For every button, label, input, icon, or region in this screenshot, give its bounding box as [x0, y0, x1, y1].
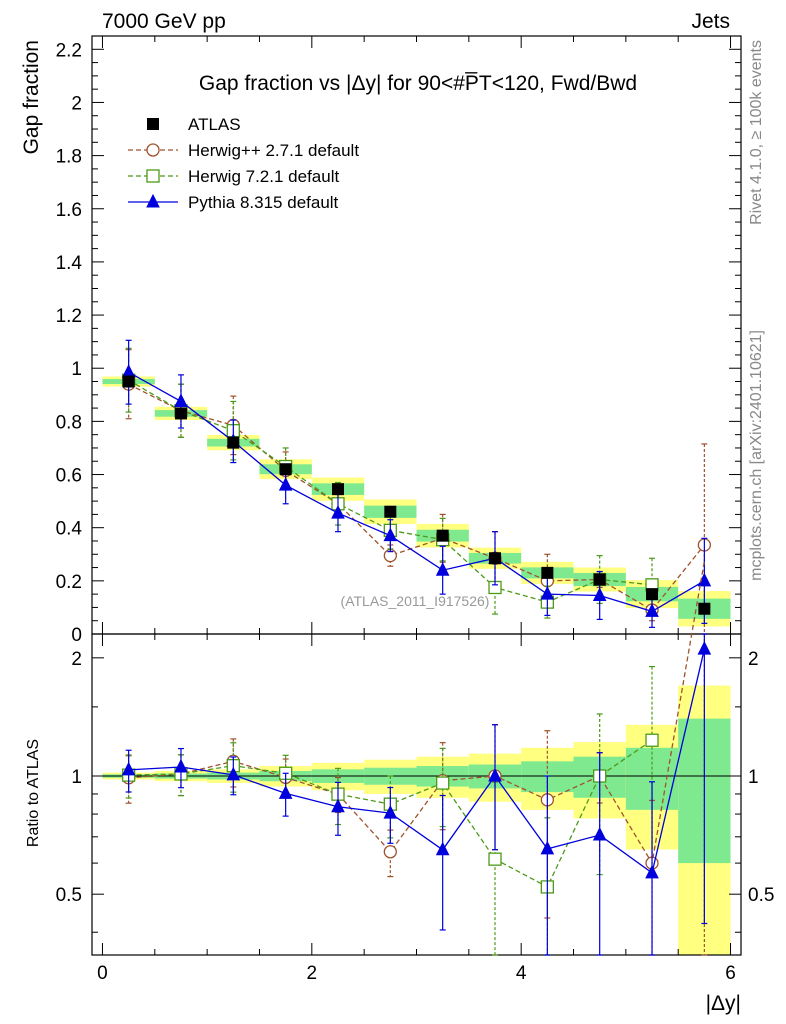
y-tick-label: 1.8 — [56, 147, 82, 168]
ratio-error — [492, 724, 499, 851]
series-point — [331, 504, 345, 519]
ratio-tick-label-right: 1 — [748, 767, 759, 788]
ratio-point — [436, 776, 450, 790]
x-tick-label: 4 — [516, 963, 527, 984]
header-left: 7000 GeV pp — [102, 10, 226, 33]
series-line-0 — [128, 383, 705, 611]
ratio-point — [540, 840, 555, 855]
ratio-point — [488, 852, 502, 866]
ratio-tick-label-right: 0.5 — [748, 885, 774, 906]
x-tick-label: 0 — [97, 963, 108, 984]
series-line-2 — [128, 371, 705, 613]
data-points — [122, 375, 711, 615]
atlas-point — [174, 407, 187, 420]
legend: ATLAS Herwig++ 2.7.1 default Herwig 7.2.1 … — [128, 115, 359, 212]
watermark: (ATLAS_2011_I917526) — [341, 593, 490, 609]
ratio-error — [439, 794, 446, 931]
series-point — [697, 572, 712, 587]
x-tick-label: 6 — [725, 963, 736, 984]
series-point — [174, 393, 188, 407]
legend-label: Herwig++ 2.7.1 default — [188, 141, 359, 160]
series-point — [645, 603, 659, 617]
legend-label: Herwig 7.2.1 default — [188, 167, 339, 186]
ratio-tick-label-left: 2 — [71, 649, 82, 670]
ratio-point — [121, 761, 136, 776]
y-tick-label: 1.6 — [56, 200, 82, 221]
legend-label: ATLAS — [188, 115, 241, 134]
y-tick-label: 0.2 — [56, 572, 82, 593]
ratio-point — [697, 640, 712, 655]
ratio-point — [645, 733, 659, 747]
ratio-bands — [92, 685, 741, 955]
ratio-ticks: 0.5 0.5 1 1 2 2 0 2 4 6 — [56, 634, 774, 984]
series-point — [383, 527, 398, 542]
ratio-point — [645, 864, 659, 879]
y-tick-label: 2 — [71, 93, 82, 114]
ratio-tick-label-left: 0.5 — [56, 885, 82, 906]
ratio-point — [488, 767, 502, 782]
chart-title: Gap fraction vs |Δy| for 90<#P̅T<120, Fw… — [199, 72, 637, 95]
atlas-point — [331, 483, 344, 496]
atlas-point — [227, 436, 240, 449]
header-right: Jets — [691, 10, 730, 33]
ratio-point — [435, 841, 450, 856]
y-tick-label: 0.4 — [56, 519, 83, 540]
ratio-tick-label-right: 2 — [748, 649, 759, 670]
ratio-line-2 — [128, 648, 705, 874]
legend-marker — [146, 169, 160, 183]
ratio-tick-label-left: 1 — [71, 767, 82, 788]
atlas-point — [122, 375, 135, 388]
series-point — [540, 586, 555, 600]
legend-marker — [146, 193, 160, 208]
y-tick-label: 2.2 — [56, 40, 82, 61]
legend-marker — [147, 118, 159, 130]
ratio-point — [331, 798, 345, 813]
mcplots-label: mcplots.cern.ch [arXiv:2401.10621] — [748, 330, 765, 581]
atlas-point — [384, 505, 397, 518]
series-point — [121, 364, 136, 378]
y-tick-label: 1.2 — [56, 306, 82, 327]
ratio-axis-label: Ratio to ATLAS — [25, 739, 42, 847]
atlas-point — [646, 588, 659, 601]
ratio-series — [121, 561, 712, 956]
atlas-point — [541, 566, 554, 579]
ratio-point — [383, 805, 398, 819]
series-point — [278, 477, 293, 491]
legend-label: Pythia 8.315 default — [188, 193, 339, 212]
rivet-label: Rivet 4.1.0, ≥ 100k events — [748, 40, 765, 225]
ratio-line-0 — [128, 561, 706, 865]
y-axis-label: Gap fraction — [20, 40, 43, 154]
x-tick-label: 2 — [307, 963, 318, 984]
y-tick-label: 1 — [71, 359, 82, 380]
ratio-error — [596, 752, 603, 956]
ratio-point — [174, 758, 188, 773]
ratio-point — [383, 845, 397, 859]
atlas-point — [593, 573, 606, 586]
main-ticks: 0 0.2 0.4 0.6 0.8 1 1.2 1.4 1.6 1.8 2 2.2 — [56, 36, 741, 646]
atlas-point — [489, 552, 502, 565]
ratio-point — [226, 766, 241, 781]
y-tick-label: 0.6 — [56, 466, 82, 487]
y-tick-label: 0.8 — [56, 412, 82, 433]
ratio-error — [544, 775, 551, 956]
ratio-point — [592, 826, 607, 841]
x-axis-label: |Δy| — [706, 992, 741, 1015]
series-point — [592, 587, 607, 601]
atlas-point — [436, 529, 449, 542]
series-point — [435, 562, 450, 576]
y-tick-label: 1.4 — [56, 253, 83, 274]
legend-marker — [146, 143, 160, 157]
atlas-point — [279, 463, 292, 476]
atlas-point — [698, 602, 711, 615]
y-tick-label: 0 — [71, 625, 82, 646]
ratio-error — [701, 633, 708, 925]
ratio-point — [278, 785, 293, 799]
